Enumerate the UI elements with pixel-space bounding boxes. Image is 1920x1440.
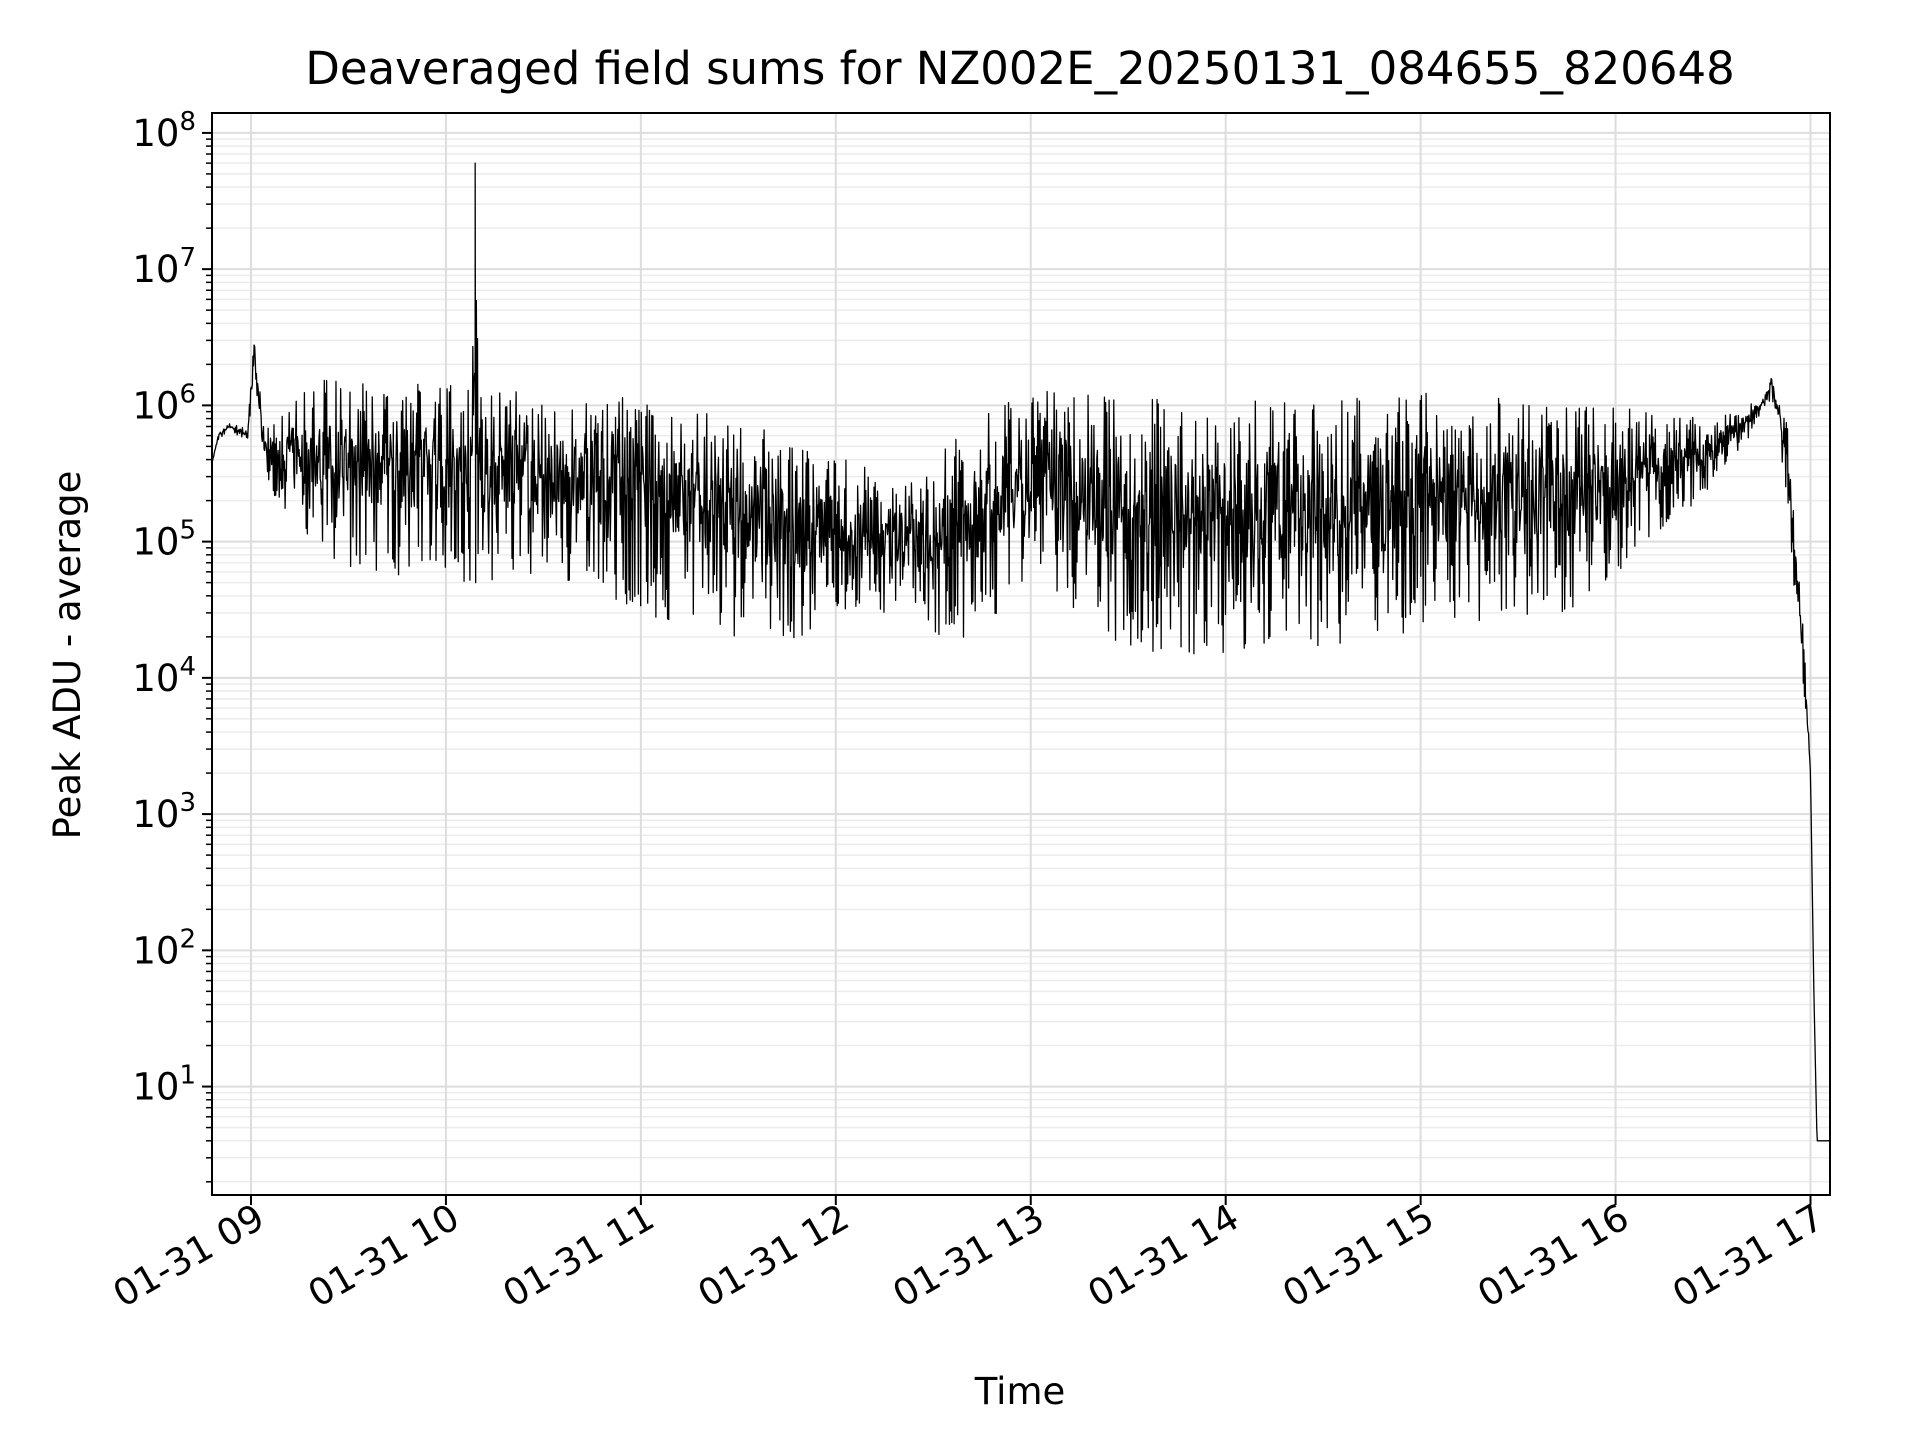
y-tick-label: 107 [132,243,196,291]
x-tick-label: 01-31 09 [106,1196,272,1316]
x-tick-label: 01-31 14 [1081,1196,1247,1316]
x-axis-label: Time [974,1370,1066,1413]
series-path [211,162,1830,1142]
x-tick-label: 01-31 12 [691,1196,857,1316]
y-tick-label: 105 [132,516,196,564]
y-tick-label: 106 [132,379,196,427]
y-tick-label: 101 [132,1061,196,1109]
y-tick-label: 102 [132,924,196,972]
x-tick-label: 01-31 11 [496,1196,662,1316]
y-tick-label: 108 [132,107,196,155]
x-tick-label: 01-31 15 [1276,1196,1442,1316]
series-line [211,162,1830,1142]
x-tick-label: 01-31 13 [886,1196,1052,1316]
y-axis: 101 102 103 104 105 106 107 108 [132,107,212,1109]
y-tick-label: 103 [132,788,196,836]
y-tick-label: 104 [132,652,196,700]
grid [206,113,1830,1195]
y-axis-label: Peak ADU - average [46,471,89,840]
x-tick-label: 01-31 16 [1470,1196,1636,1316]
x-tick-label: 01-31 10 [301,1196,467,1316]
x-axis: 01-31 09 01-31 10 01-31 11 01-31 12 01-31 13… [106,1195,1831,1316]
chart-title: Deaveraged field sums for NZ002E_2025013… [305,42,1734,95]
x-tick-label: 01-31 17 [1665,1196,1831,1316]
plot-frame [211,112,1831,1196]
